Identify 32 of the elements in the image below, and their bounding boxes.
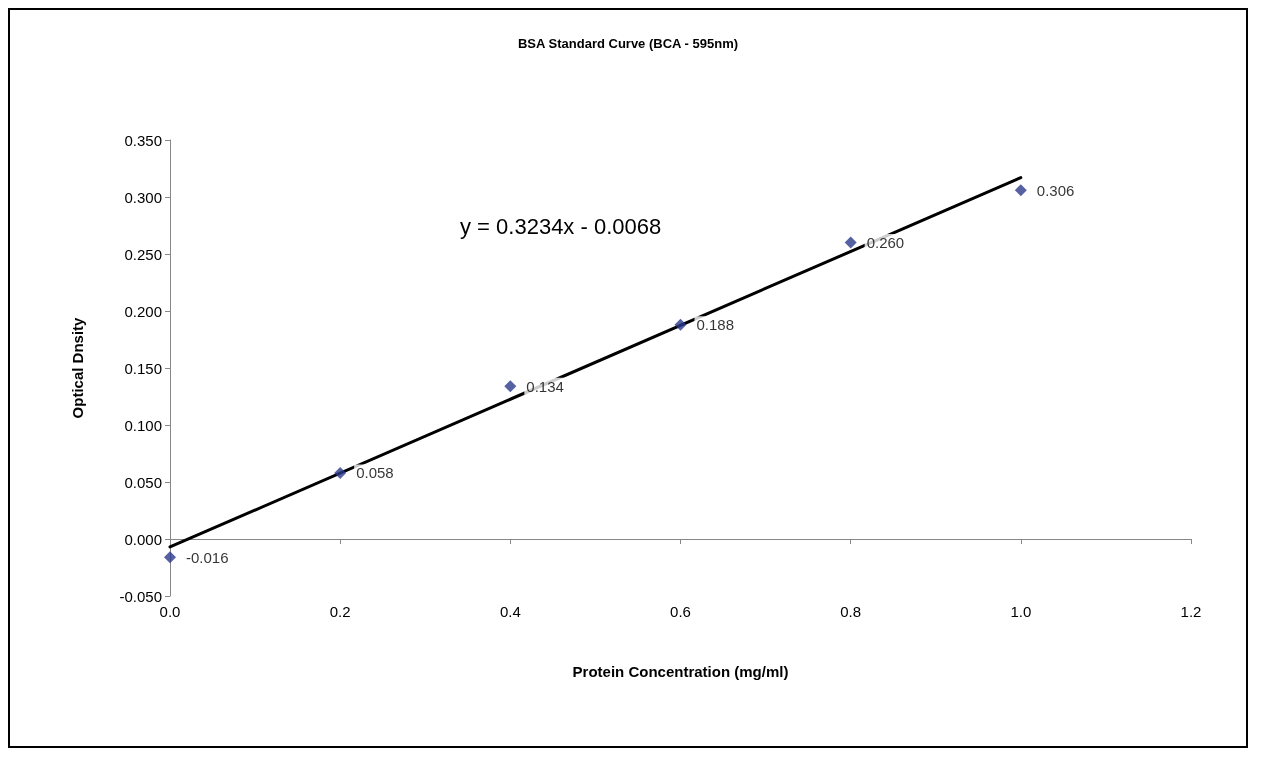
x-tick-label: 0.8 bbox=[840, 603, 862, 620]
data-label: -0.016 bbox=[186, 548, 229, 566]
x-tick-label: 1.2 bbox=[1180, 603, 1202, 620]
x-tick-label: 0.6 bbox=[670, 603, 691, 620]
data-label: 0.306 bbox=[1036, 181, 1075, 199]
y-tick-label: 0.250 bbox=[124, 245, 162, 263]
point bbox=[674, 318, 687, 331]
y-tick-label: 0.050 bbox=[124, 473, 162, 491]
chart-title: BSA Standard Curve (BCA - 595nm) bbox=[517, 36, 739, 51]
y-tick-label: 0.150 bbox=[124, 359, 162, 377]
x-tick-label: 0.4 bbox=[499, 603, 521, 620]
point bbox=[504, 380, 517, 393]
x-tick-label: 0.0 bbox=[159, 603, 181, 620]
y-tick-label: 0.200 bbox=[124, 302, 162, 320]
x-axis-title: Protein Concentration (mg/ml) bbox=[572, 663, 789, 680]
point bbox=[164, 551, 176, 564]
y-axis-title: Optical Dnsity bbox=[69, 316, 86, 419]
data-label: 0.058 bbox=[356, 464, 394, 482]
annotation: y = 0.3234x - 0.0068 bbox=[460, 213, 662, 239]
data-label: 0.188 bbox=[696, 316, 735, 334]
y-tick-label: -0.050 bbox=[119, 587, 162, 605]
y-tick-label: 0.350 bbox=[124, 131, 162, 149]
y-tick-label: 0.300 bbox=[124, 188, 162, 206]
data-label: 0.134 bbox=[526, 377, 564, 395]
x-tick-label: 1.0 bbox=[1010, 603, 1032, 620]
y-tick-label: 0.100 bbox=[124, 416, 162, 434]
point bbox=[334, 466, 347, 479]
x-tick-label: 0.2 bbox=[329, 603, 351, 620]
point bbox=[844, 236, 857, 249]
y-tick-label: 0.000 bbox=[124, 530, 162, 548]
data-label: 0.260 bbox=[866, 234, 905, 252]
point bbox=[1014, 184, 1027, 197]
